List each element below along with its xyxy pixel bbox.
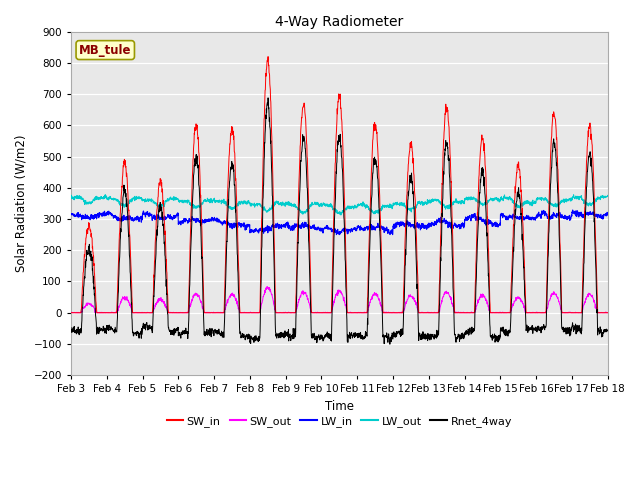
Legend: SW_in, SW_out, LW_in, LW_out, Rnet_4way: SW_in, SW_out, LW_in, LW_out, Rnet_4way <box>162 412 516 432</box>
Title: 4-Way Radiometer: 4-Way Radiometer <box>275 15 403 29</box>
Text: MB_tule: MB_tule <box>79 44 131 57</box>
Y-axis label: Solar Radiation (W/m2): Solar Radiation (W/m2) <box>15 135 28 272</box>
X-axis label: Time: Time <box>324 400 354 413</box>
